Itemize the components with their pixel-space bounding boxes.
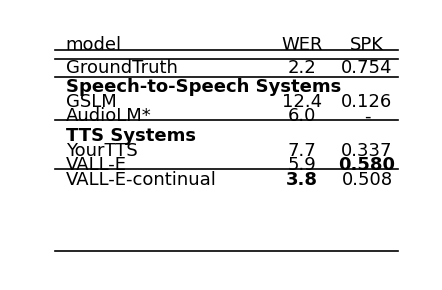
Text: -: -: [364, 107, 370, 125]
Text: YourTTS: YourTTS: [65, 142, 137, 160]
Text: WER: WER: [281, 36, 323, 54]
Text: GSLM: GSLM: [65, 93, 116, 111]
Text: VALL-E: VALL-E: [65, 156, 126, 174]
Text: model: model: [65, 36, 122, 54]
Text: 0.580: 0.580: [339, 156, 396, 174]
Text: 0.337: 0.337: [341, 142, 393, 160]
Text: 0.754: 0.754: [341, 59, 393, 77]
Text: AudioLM*: AudioLM*: [65, 107, 151, 125]
Text: 0.126: 0.126: [341, 93, 392, 111]
Text: 0.508: 0.508: [341, 171, 392, 189]
Text: SPK: SPK: [350, 36, 384, 54]
Text: VALL-E-continual: VALL-E-continual: [65, 171, 217, 189]
Text: 7.7: 7.7: [287, 142, 316, 160]
Text: 3.8: 3.8: [286, 171, 318, 189]
Text: Speech-to-Speech Systems: Speech-to-Speech Systems: [65, 78, 341, 96]
Text: 12.4: 12.4: [282, 93, 322, 111]
Text: GroundTruth: GroundTruth: [65, 59, 177, 77]
Text: 2.2: 2.2: [287, 59, 316, 77]
Text: 6.0: 6.0: [288, 107, 316, 125]
Text: 5.9: 5.9: [287, 156, 316, 174]
Text: TTS Systems: TTS Systems: [65, 127, 195, 145]
